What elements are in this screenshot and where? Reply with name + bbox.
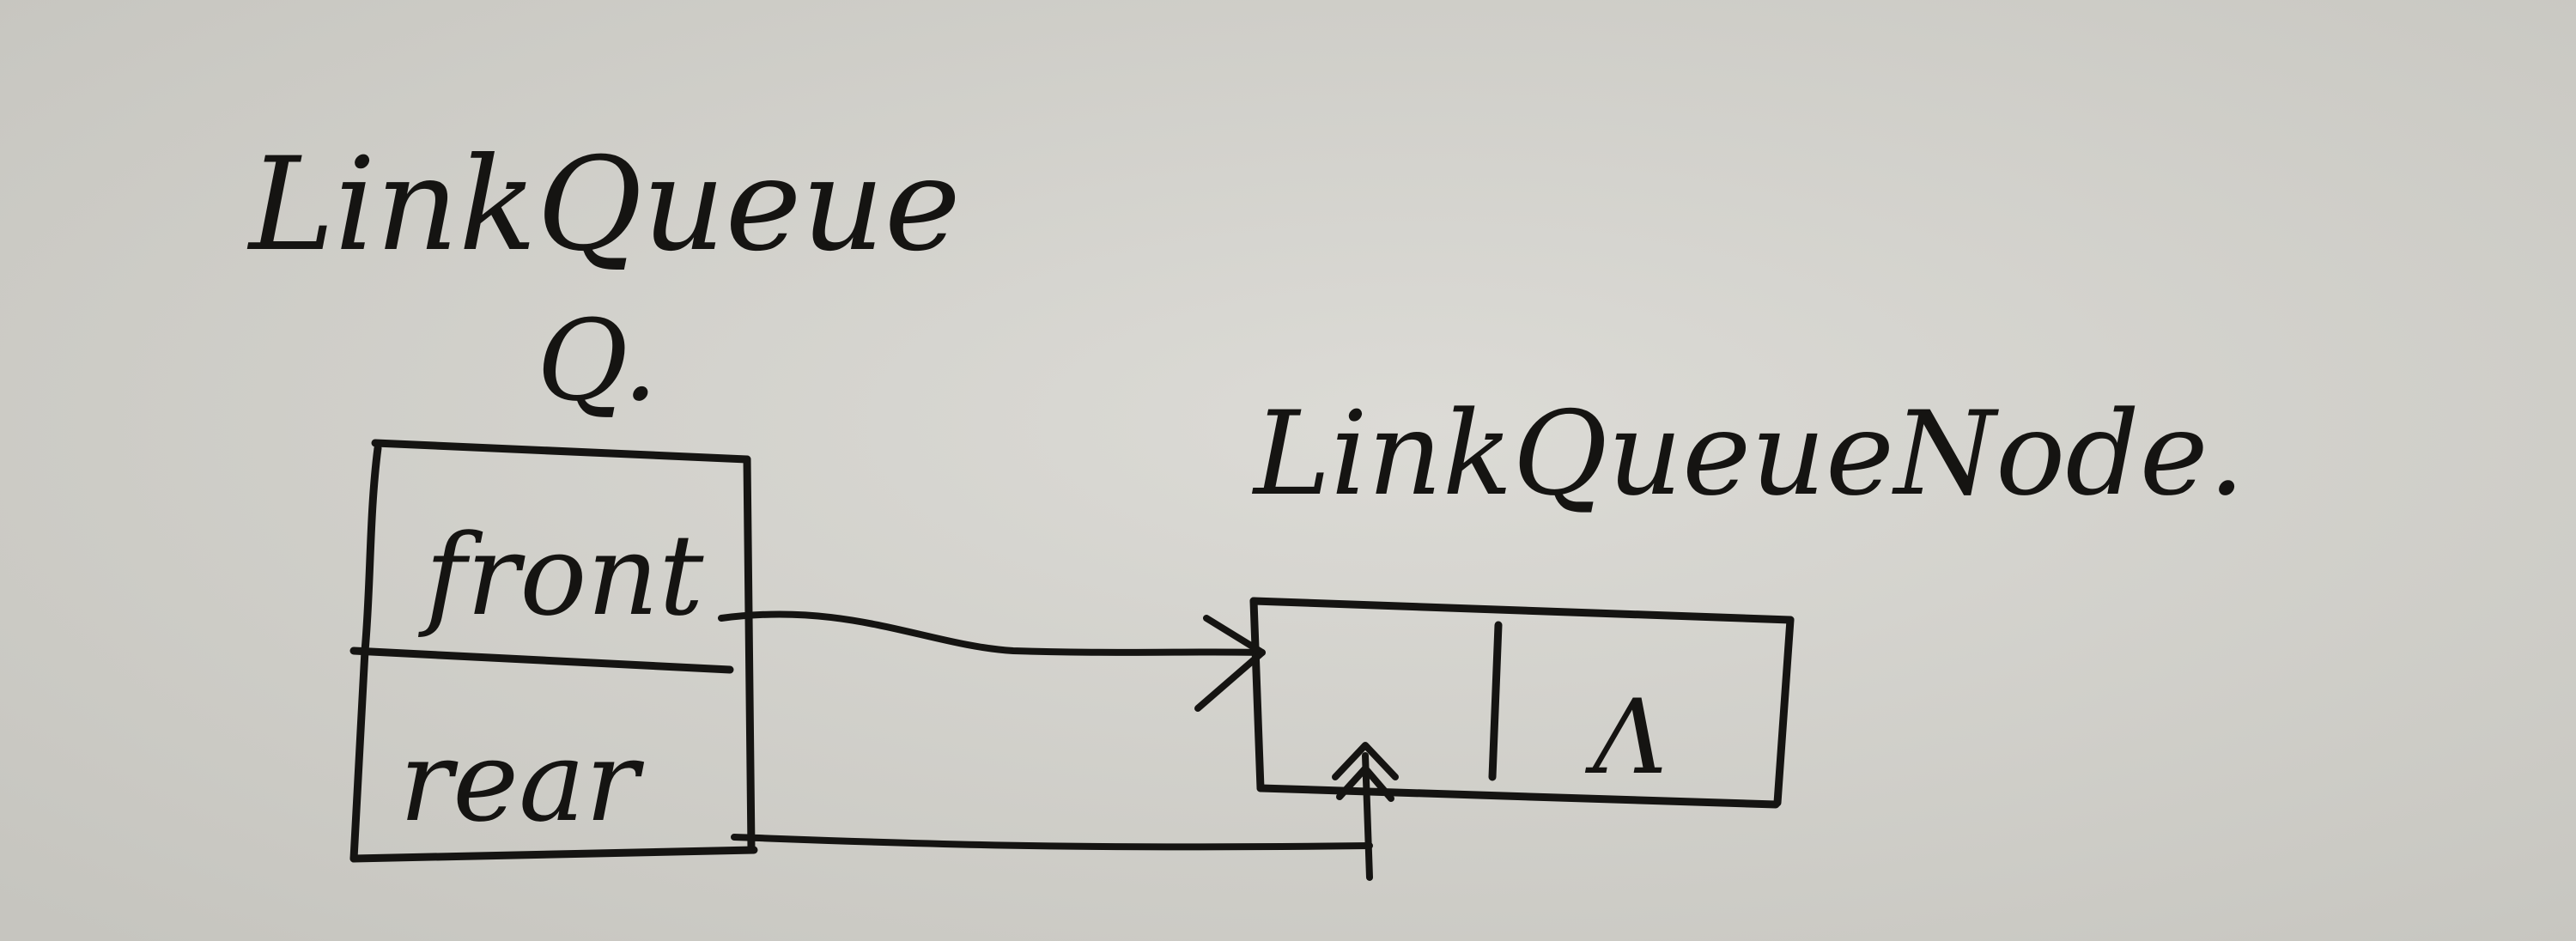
rear-pointer-arrow [731,742,1399,881]
node-field-divider [1488,621,1503,781]
queue-field-divider [349,647,734,674]
linkqueuenode-type-label: LinkQueueNode. [1251,386,2245,521]
queue-variable-label: Q. [537,295,658,426]
front-pointer-arrow [718,610,1266,712]
rear-field-label: rear [399,716,645,847]
linkqueue-type-label: LinkQueue [246,131,961,280]
node-next-null-symbol: Λ [1584,678,1668,798]
front-field-label: front [418,510,704,640]
queue-struct-box [349,439,758,863]
